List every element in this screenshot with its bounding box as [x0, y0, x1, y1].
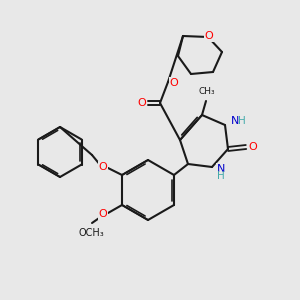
- Text: O: O: [99, 162, 107, 172]
- Text: CH₃: CH₃: [199, 87, 215, 96]
- Text: O: O: [99, 209, 107, 219]
- Text: H: H: [238, 116, 246, 126]
- Text: O: O: [205, 31, 213, 41]
- Text: OCH₃: OCH₃: [78, 228, 104, 238]
- Text: N: N: [231, 116, 239, 126]
- Text: O: O: [169, 78, 178, 88]
- Text: H: H: [217, 171, 225, 181]
- Text: O: O: [249, 142, 257, 152]
- Text: N: N: [217, 164, 225, 174]
- Text: O: O: [138, 98, 146, 108]
